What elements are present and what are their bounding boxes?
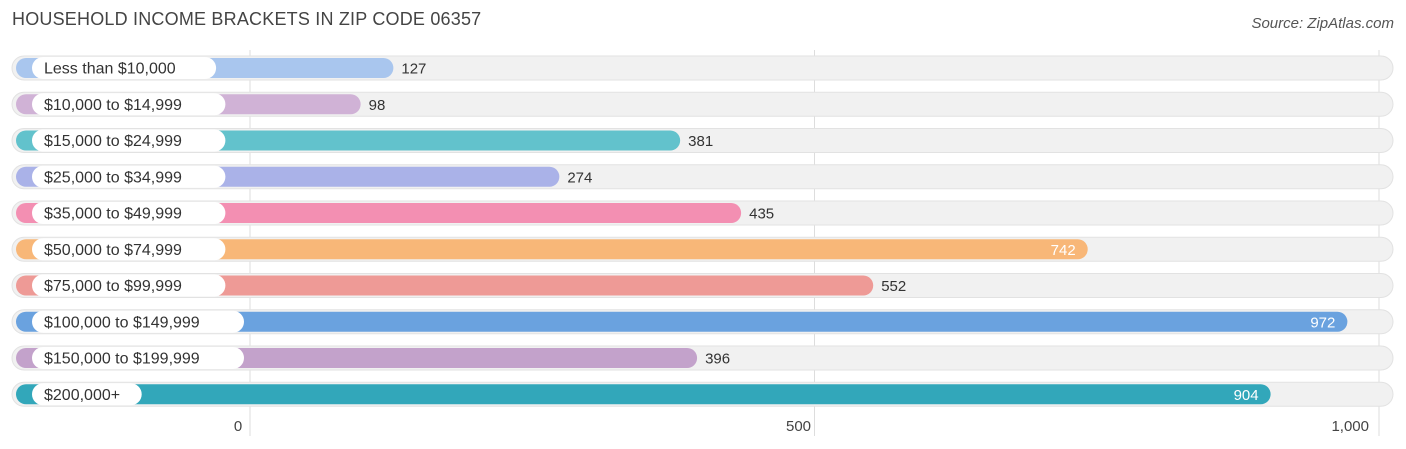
category-label-pill xyxy=(32,165,226,188)
bar xyxy=(16,275,874,296)
category-label-pill xyxy=(32,93,226,116)
bar-row: $75,000 to $99,999 552 xyxy=(11,273,1394,298)
category-label: $100,000 to $149,999 xyxy=(44,314,200,331)
category-label: $15,000 to $24,999 xyxy=(44,133,182,150)
value-label: 972 xyxy=(1310,314,1335,331)
x-axis-ticks: 0 500 1,000 xyxy=(234,418,1369,435)
value-label: 742 xyxy=(1051,242,1076,259)
category-label-pill xyxy=(32,129,226,152)
value-label: 552 xyxy=(881,278,906,295)
value-label: 381 xyxy=(688,133,713,150)
x-tick-label: 1,000 xyxy=(1331,418,1369,435)
bar-row: $10,000 to $14,999 98 xyxy=(11,91,1394,117)
category-label-pill xyxy=(32,202,226,224)
category-label: $10,000 to $14,999 xyxy=(44,97,182,114)
category-label-pill xyxy=(32,347,244,369)
bar xyxy=(16,311,1348,332)
category-label: $35,000 to $49,999 xyxy=(44,206,182,223)
category-label-pill xyxy=(32,57,217,79)
value-label: 274 xyxy=(567,169,592,186)
chart-title: HOUSEHOLD INCOME BRACKETS IN ZIP CODE 06… xyxy=(12,9,482,29)
category-label: $50,000 to $74,999 xyxy=(44,242,182,259)
source-label: Source: ZipAtlas.com xyxy=(1251,15,1394,32)
x-tick-label: 0 xyxy=(234,418,242,435)
bar-row: $200,000+ 904 xyxy=(11,381,1394,407)
category-label-pill xyxy=(32,383,142,406)
bar-row: $35,000 to $49,999 435 xyxy=(11,200,1394,226)
category-label: $25,000 to $34,999 xyxy=(44,169,182,186)
value-label: 435 xyxy=(749,206,774,223)
category-label: $200,000+ xyxy=(44,387,120,404)
category-label: $75,000 to $99,999 xyxy=(44,278,182,295)
value-label: 127 xyxy=(401,61,426,78)
category-label-pill xyxy=(32,238,226,261)
bar-row: $150,000 to $199,999 396 xyxy=(11,345,1394,371)
bar-row: $100,000 to $149,999 972 xyxy=(11,309,1394,335)
category-label-pill xyxy=(32,274,226,297)
bar-row: Less than $10,000 127 xyxy=(11,55,1394,81)
bar-row: $50,000 to $74,999 742 xyxy=(11,236,1394,262)
category-label: Less than $10,000 xyxy=(44,61,176,78)
category-label-pill xyxy=(32,310,244,333)
category-label: $150,000 to $199,999 xyxy=(44,351,200,368)
value-label: 98 xyxy=(369,97,386,114)
x-tick-label: 500 xyxy=(786,418,811,435)
bar xyxy=(16,384,1271,405)
value-label: 904 xyxy=(1234,387,1259,404)
bars: Less than $10,000 127 $10,000 to $14,999 98… xyxy=(11,55,1394,407)
value-label: 396 xyxy=(705,351,730,368)
bar-row: $15,000 to $24,999 381 xyxy=(11,128,1394,153)
bar-row: $25,000 to $34,999 274 xyxy=(11,164,1394,190)
bar xyxy=(16,239,1088,260)
